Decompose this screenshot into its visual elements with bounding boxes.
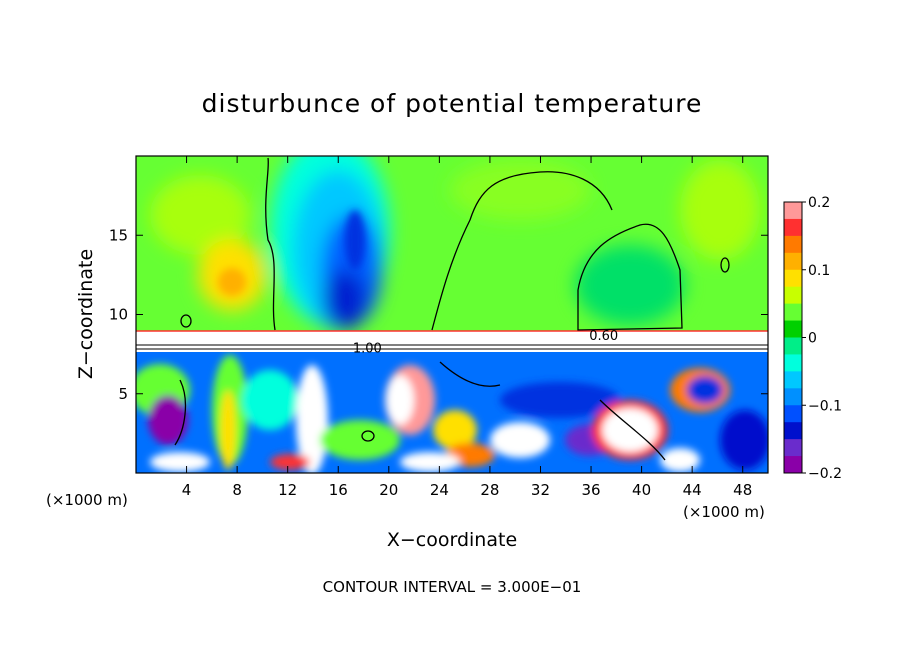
colorbar-swatch bbox=[784, 286, 802, 305]
colorbar-tick-label: 0.1 bbox=[808, 263, 830, 279]
chart-title: disturbunce of potential temperature bbox=[202, 89, 703, 118]
contour-labels: 0.60 1.00 bbox=[353, 329, 618, 357]
colorbar-swatch bbox=[784, 218, 802, 237]
colorbar-swatch bbox=[784, 354, 802, 372]
x-tick-label: 40 bbox=[632, 481, 651, 499]
x-tick-label: 28 bbox=[480, 481, 499, 499]
colorbar-swatch bbox=[784, 320, 802, 338]
x-tick-label: 32 bbox=[531, 481, 550, 499]
x-tick-label: 20 bbox=[379, 481, 398, 499]
colorbar-swatch bbox=[784, 388, 802, 406]
colorbar-swatch bbox=[784, 235, 802, 254]
x-unit-right: (×1000 m) bbox=[683, 503, 765, 521]
x-tick-label: 16 bbox=[329, 481, 348, 499]
contour-label: 1.00 bbox=[353, 342, 382, 357]
colorbar-tick-label: −0.2 bbox=[808, 466, 842, 482]
x-tick-label: 8 bbox=[232, 481, 242, 499]
interface-band bbox=[136, 331, 768, 352]
x-tick-label: 36 bbox=[581, 481, 600, 499]
contour-interval-footer: CONTOUR INTERVAL = 3.000E−01 bbox=[323, 578, 582, 596]
colorbar-swatch bbox=[784, 337, 802, 355]
contour-label: 0.60 bbox=[589, 329, 618, 344]
colorbar-swatch bbox=[784, 422, 802, 440]
colorbar-swatch bbox=[784, 405, 802, 423]
y-tick-label: 10 bbox=[109, 306, 128, 324]
colorbar-swatch bbox=[784, 371, 802, 389]
y-axis-label: Z−coordinate bbox=[75, 249, 97, 379]
x-tick-label: 4 bbox=[182, 481, 192, 499]
x-axis-label: X−coordinate bbox=[387, 529, 517, 551]
y-tick-label: 15 bbox=[109, 226, 128, 244]
upper-layer bbox=[150, 156, 760, 330]
x-tick-label: 44 bbox=[683, 481, 702, 499]
lower-layer bbox=[136, 352, 768, 473]
y-axis: 5 10 15 bbox=[109, 226, 768, 403]
contour-lines bbox=[136, 157, 768, 461]
colorbar: 0.2 0.1 0 −0.1 −0.2 bbox=[783, 195, 842, 482]
plot-field bbox=[136, 156, 768, 473]
y-tick-label: 5 bbox=[118, 385, 128, 403]
x-tick-label: 12 bbox=[278, 481, 297, 499]
colorbar-tick-label: −0.1 bbox=[808, 398, 842, 414]
x-tick-label: 48 bbox=[733, 481, 752, 499]
x-tick-label: 24 bbox=[430, 481, 449, 499]
colorbar-swatch bbox=[784, 303, 802, 322]
colorbar-swatch bbox=[784, 202, 802, 220]
colorbar-tick-label: 0.2 bbox=[808, 195, 830, 211]
colorbar-tick-label: 0 bbox=[808, 331, 817, 347]
x-unit-left: (×1000 m) bbox=[46, 491, 128, 509]
colorbar-swatch bbox=[784, 439, 802, 457]
x-axis: 4 8 12 16 20 24 28 32 36 40 44 48 bbox=[182, 156, 752, 499]
colorbar-swatch bbox=[784, 456, 802, 474]
colorbar-swatch bbox=[784, 252, 802, 271]
colorbar-swatch bbox=[784, 269, 802, 288]
